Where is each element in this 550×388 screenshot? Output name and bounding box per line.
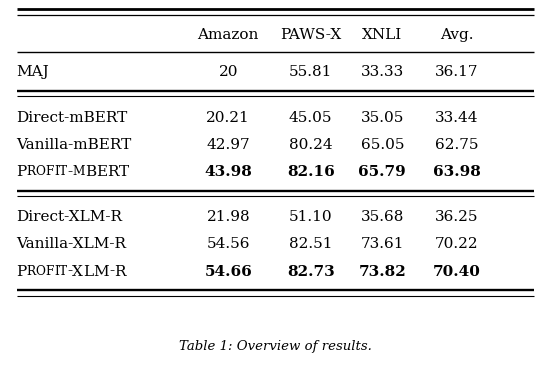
Text: R: R <box>27 265 36 278</box>
Text: 65.05: 65.05 <box>360 138 404 152</box>
Text: -: - <box>67 265 72 279</box>
Text: Direct-mBERT: Direct-mBERT <box>16 111 128 125</box>
Text: P: P <box>16 265 27 279</box>
Text: 82.51: 82.51 <box>289 237 333 251</box>
Text: 42.97: 42.97 <box>206 138 250 152</box>
Text: -: - <box>67 165 72 179</box>
Text: M: M <box>72 165 85 178</box>
Text: 65.79: 65.79 <box>359 165 406 179</box>
Text: 73.82: 73.82 <box>359 265 406 279</box>
Text: 62.75: 62.75 <box>434 138 478 152</box>
Text: X: X <box>72 265 83 279</box>
Text: I: I <box>54 265 59 278</box>
Text: 35.68: 35.68 <box>361 210 404 224</box>
Text: T: T <box>59 165 67 178</box>
Text: O: O <box>36 165 46 178</box>
Text: 70.40: 70.40 <box>432 265 481 279</box>
Text: Direct-XLM-R: Direct-XLM-R <box>16 210 123 224</box>
Text: -: - <box>109 265 114 279</box>
Text: I: I <box>54 165 59 178</box>
Text: R: R <box>27 165 36 178</box>
Text: B: B <box>85 165 96 179</box>
Text: 54.66: 54.66 <box>205 265 252 279</box>
Text: 20: 20 <box>218 65 238 79</box>
Text: F: F <box>46 165 54 178</box>
Text: T: T <box>118 165 129 179</box>
Text: 33.44: 33.44 <box>434 111 478 125</box>
Text: L: L <box>83 265 94 279</box>
Text: XNLI: XNLI <box>362 28 403 42</box>
Text: Table 1: Overview of results.: Table 1: Overview of results. <box>179 340 371 353</box>
Text: 33.33: 33.33 <box>361 65 404 79</box>
Text: 35.05: 35.05 <box>361 111 404 125</box>
Text: 54.56: 54.56 <box>206 237 250 251</box>
Text: O: O <box>36 265 46 278</box>
Text: 82.73: 82.73 <box>287 265 334 279</box>
Text: 51.10: 51.10 <box>289 210 333 224</box>
Text: R: R <box>107 165 118 179</box>
Text: 36.25: 36.25 <box>434 210 478 224</box>
Text: T: T <box>59 265 67 278</box>
Text: 80.24: 80.24 <box>289 138 333 152</box>
Text: Vanilla-XLM-R: Vanilla-XLM-R <box>16 237 126 251</box>
Text: 43.98: 43.98 <box>204 165 252 179</box>
Text: Avg.: Avg. <box>440 28 473 42</box>
Text: 21.98: 21.98 <box>206 210 250 224</box>
Text: 55.81: 55.81 <box>289 65 332 79</box>
Text: P: P <box>16 165 27 179</box>
Text: MAJ: MAJ <box>16 65 50 79</box>
Text: R: R <box>114 265 125 279</box>
Text: 36.17: 36.17 <box>434 65 478 79</box>
Text: E: E <box>96 165 107 179</box>
Text: M: M <box>94 265 109 279</box>
Text: 45.05: 45.05 <box>289 111 333 125</box>
Text: Amazon: Amazon <box>197 28 259 42</box>
Text: 73.61: 73.61 <box>360 237 404 251</box>
Text: 20.21: 20.21 <box>206 111 250 125</box>
Text: Vanilla-mBERT: Vanilla-mBERT <box>16 138 132 152</box>
Text: 63.98: 63.98 <box>432 165 481 179</box>
Text: 82.16: 82.16 <box>287 165 334 179</box>
Text: F: F <box>46 265 54 278</box>
Text: PAWS-X: PAWS-X <box>280 28 342 42</box>
Text: 70.22: 70.22 <box>434 237 478 251</box>
